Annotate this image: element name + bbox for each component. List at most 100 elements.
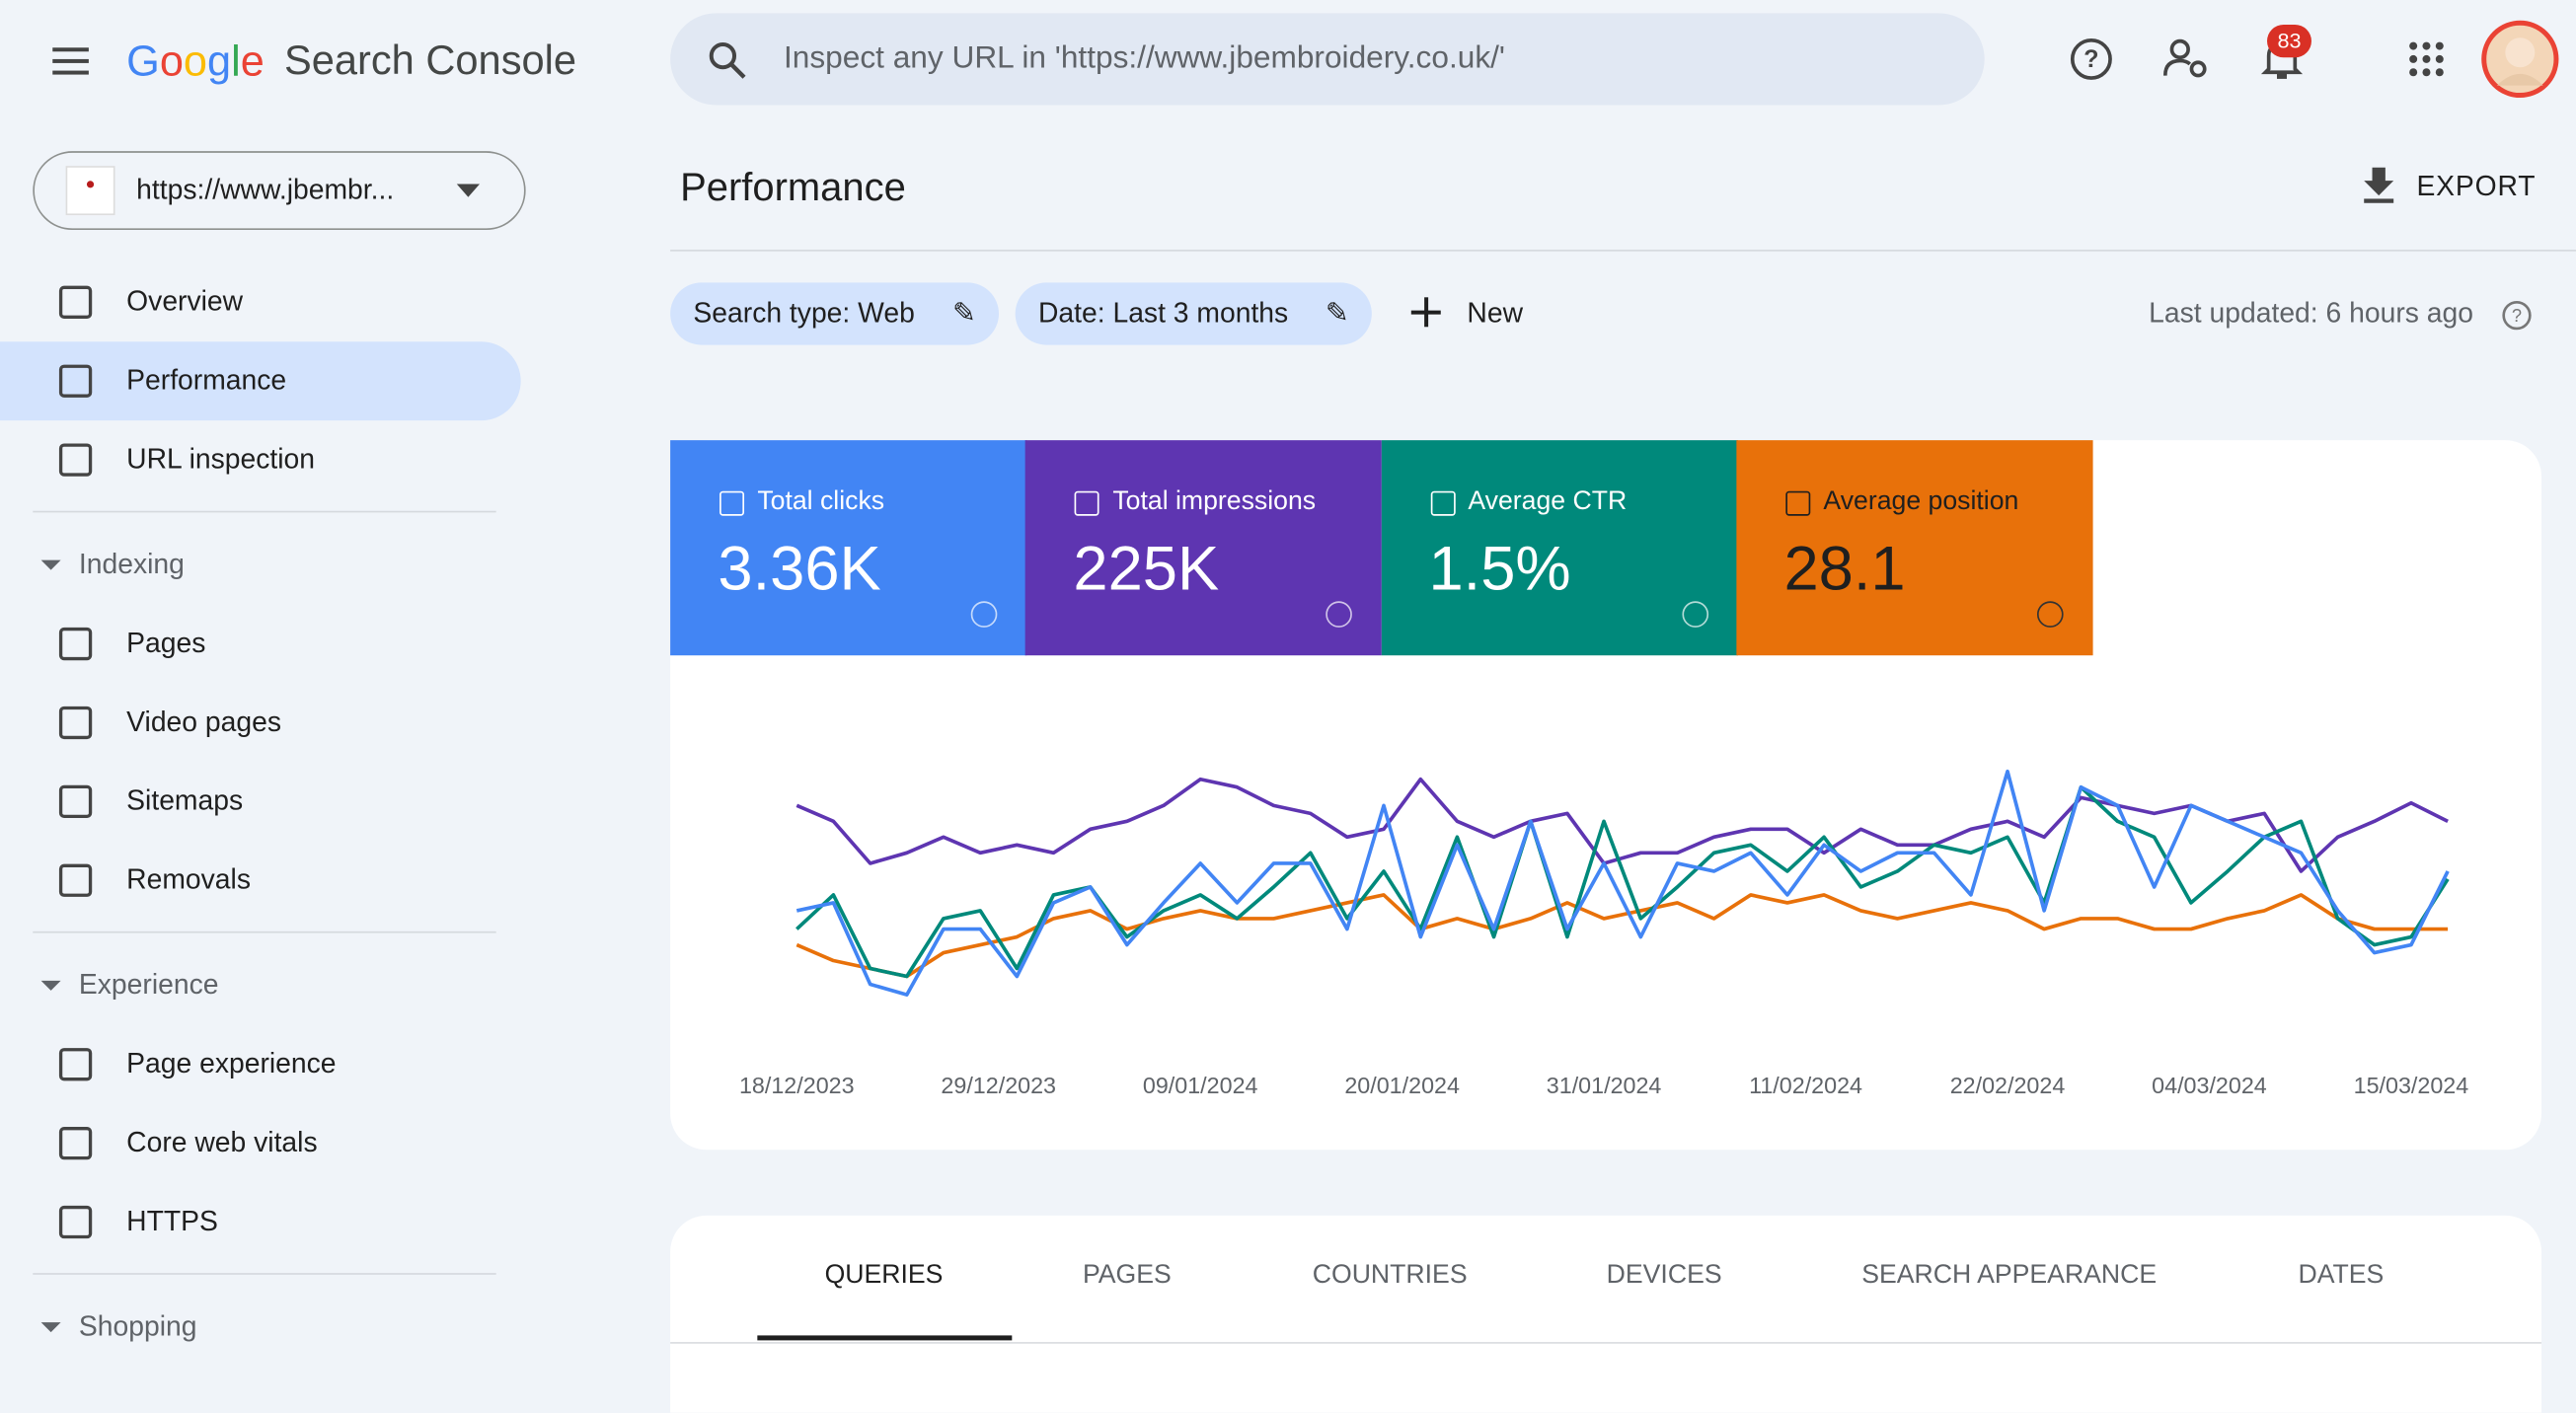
- tab[interactable]: COUNTRIES: [1312, 1261, 1468, 1290]
- avatar[interactable]: [2480, 20, 2559, 99]
- tile-checkbox: [1430, 490, 1456, 516]
- logo-letter: l: [231, 36, 241, 86]
- property-url: https://www.jbembr...: [136, 174, 395, 206]
- tab[interactable]: DATES: [2298, 1261, 2385, 1290]
- tile-value: 1.5%: [1428, 535, 1571, 605]
- tile-label: Total clicks: [757, 487, 885, 516]
- nav-divider: [33, 510, 496, 513]
- nav-icon: [58, 863, 93, 897]
- nav-icon: [58, 285, 93, 319]
- series-line: [796, 777, 2449, 873]
- edit-icon: ✎: [951, 297, 976, 329]
- nav-item[interactable]: Removals: [126, 863, 251, 896]
- console: Google Search Console Inspect any URL in…: [0, 13, 2576, 1413]
- x-tick-label: 15/03/2024: [2354, 1073, 2469, 1098]
- x-tick-label: 09/01/2024: [1143, 1073, 1258, 1098]
- tile-help: [970, 601, 998, 628]
- info-icon[interactable]: ?: [2500, 299, 2533, 332]
- nav-section[interactable]: Indexing: [78, 549, 185, 580]
- nav-divider: [33, 1273, 496, 1275]
- nav-section[interactable]: Experience: [78, 969, 219, 1001]
- nav-icon: [58, 1126, 93, 1160]
- x-tick-label: 18/12/2023: [739, 1073, 855, 1098]
- tile-checkbox: [1785, 490, 1811, 516]
- property-selector[interactable]: ● https://www.jbembr...: [33, 151, 526, 231]
- nav-item[interactable]: HTTPS: [126, 1205, 218, 1237]
- svg-text:?: ?: [2512, 305, 2522, 326]
- nav-section[interactable]: Shopping: [78, 1310, 197, 1343]
- tile-label: Average CTR: [1468, 487, 1628, 516]
- nav-item[interactable]: Performance: [126, 364, 287, 397]
- x-tick-label: 20/01/2024: [1344, 1073, 1460, 1098]
- tile-checkbox: [720, 490, 745, 516]
- filter-chip[interactable]: Date: Last 3 months ✎: [1015, 282, 1372, 345]
- plus-icon[interactable]: [1409, 296, 1442, 329]
- page-title: Performance: [680, 166, 906, 211]
- export-button[interactable]: EXPORT: [2416, 171, 2537, 202]
- nav-item[interactable]: Sitemaps: [126, 784, 244, 817]
- tab[interactable]: DEVICES: [1606, 1261, 1722, 1290]
- x-tick-label: 31/01/2024: [1547, 1073, 1662, 1098]
- metric-tile[interactable]: [1736, 440, 2093, 656]
- logo-letter: g: [207, 36, 232, 86]
- nav-item[interactable]: Pages: [126, 627, 206, 659]
- metric-tile[interactable]: [1381, 440, 1738, 656]
- nav-active-bg: [0, 341, 521, 421]
- site-favicon: ●: [65, 166, 115, 216]
- nav-icon: [58, 443, 93, 477]
- series-line: [796, 769, 2450, 997]
- logo-letter: o: [183, 36, 208, 86]
- section-caret: [40, 1322, 61, 1333]
- x-tick-label: 11/02/2024: [1749, 1073, 1862, 1098]
- svg-text:?: ?: [2084, 45, 2098, 73]
- nav-item[interactable]: Video pages: [126, 706, 281, 738]
- nav-icon: [58, 364, 93, 398]
- nav-item[interactable]: Page experience: [126, 1048, 337, 1079]
- nav-icon: [58, 784, 93, 819]
- nav-item[interactable]: URL inspection: [126, 443, 316, 476]
- tile-value: 28.1: [1783, 535, 1906, 605]
- tab[interactable]: SEARCH APPEARANCE: [1861, 1261, 2158, 1290]
- tab[interactable]: QUERIES: [824, 1261, 944, 1290]
- section-caret: [40, 559, 61, 570]
- tile-help: [1326, 601, 1353, 628]
- logo-letter: e: [240, 36, 265, 86]
- logo-letter: o: [159, 36, 184, 86]
- tile-value: 3.36K: [718, 535, 881, 605]
- series-line: [796, 784, 2450, 979]
- tile-label: Total impressions: [1112, 487, 1317, 516]
- page: {"header":{"product":"Search Console","l…: [0, 13, 2576, 1413]
- filter-label: Date: Last 3 months: [1037, 297, 1289, 329]
- notification-badge: 83: [2267, 24, 2311, 58]
- section-caret: [40, 980, 61, 991]
- tile-value: 225K: [1073, 535, 1220, 605]
- chart: 18/12/2023 29/12/2023 09/01/2024 20/01/2024…: [739, 769, 2469, 1098]
- nav-item[interactable]: Core web vitals: [126, 1126, 318, 1158]
- dropdown-arrow: [456, 184, 481, 197]
- tab[interactable]: PAGES: [1082, 1261, 1172, 1290]
- active-tab-indicator: [757, 1335, 1013, 1341]
- nav-item[interactable]: Overview: [126, 285, 244, 318]
- tile-label: Average position: [1823, 487, 2019, 516]
- menu-icon[interactable]: [51, 44, 91, 77]
- metric-tile[interactable]: [1025, 440, 1383, 656]
- apps-icon[interactable]: [2408, 41, 2445, 78]
- tabs-card: [670, 1215, 2541, 1413]
- x-tick-label: 22/02/2024: [1950, 1073, 2066, 1098]
- edit-icon: ✎: [1325, 297, 1349, 329]
- help-icon[interactable]: ?: [2069, 37, 2115, 83]
- last-updated: Last updated: 6 hours ago: [2149, 297, 2473, 329]
- series-line: [796, 893, 2449, 979]
- filter-chip[interactable]: Search type: Web ✎: [670, 282, 1000, 345]
- users-icon[interactable]: [2161, 37, 2211, 83]
- search-bar[interactable]: Inspect any URL in 'https://www.jbembroi…: [670, 13, 1985, 106]
- tile-help: [2036, 601, 2064, 628]
- new-filter[interactable]: New: [1467, 297, 1524, 329]
- search-placeholder: Inspect any URL in 'https://www.jbembroi…: [783, 40, 1505, 76]
- product-name: Search Console: [283, 37, 577, 84]
- divider: [670, 250, 2576, 252]
- tile-checkbox: [1075, 490, 1100, 516]
- metric-tile[interactable]: [670, 440, 1027, 656]
- tabs-divider: [670, 1342, 2541, 1344]
- download-icon[interactable]: [2361, 166, 2397, 205]
